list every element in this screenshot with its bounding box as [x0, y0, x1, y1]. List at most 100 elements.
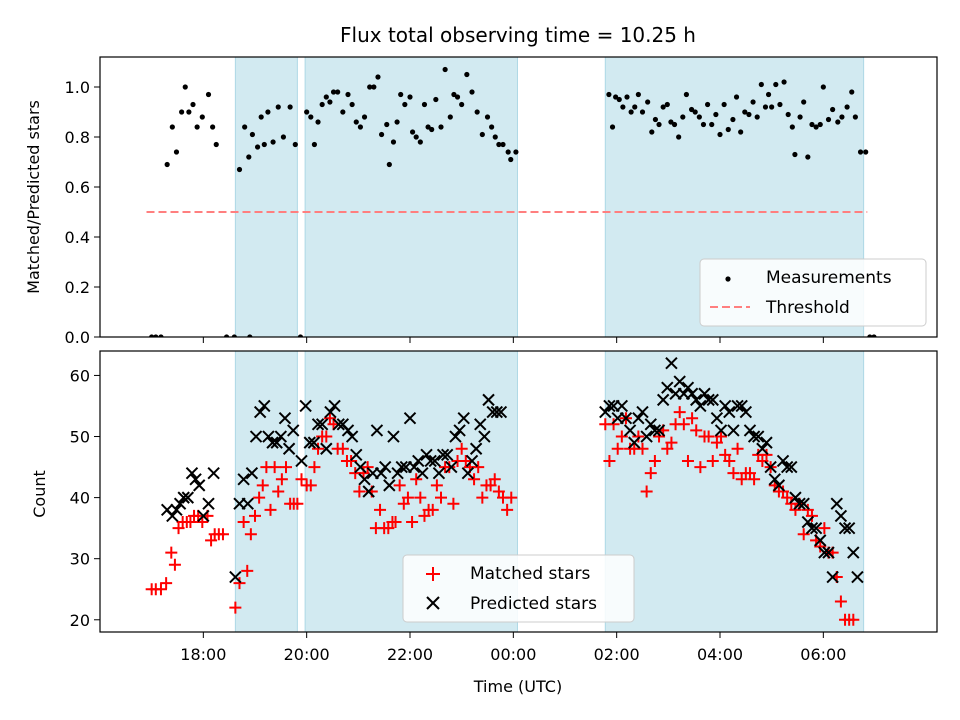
matched-stars-point-47: [345, 454, 358, 467]
predicted-stars-point-47: [378, 460, 392, 474]
matched-stars-point-125: [756, 454, 769, 467]
measurements-point-58: [409, 129, 416, 135]
matched-stars-point-17: [216, 528, 229, 541]
predicted-stars-point-59: [428, 454, 442, 468]
matched-stars-point-19: [233, 577, 246, 590]
xtick-label-3: 00:00: [490, 645, 536, 664]
measurements-point-103: [683, 91, 690, 98]
matched-stars-point-2: [154, 583, 167, 596]
measurements-point-32: [304, 109, 310, 115]
measurements-point-124: [769, 104, 775, 110]
measurements-point-7: [182, 84, 188, 90]
measurements-point-97: [660, 104, 666, 110]
predicted-stars-point-85: [636, 405, 649, 419]
measurements-point-9: [190, 101, 196, 108]
measurements-point-112: [721, 101, 727, 108]
matched-stars-point-95: [632, 430, 645, 443]
predicted-stars-point-14: [237, 473, 250, 486]
matched-stars-point-82: [488, 473, 501, 486]
measurements-point-136: [817, 121, 823, 128]
matched-stars-point-106: [677, 418, 690, 431]
matched-stars-point-29: [272, 485, 285, 498]
matched-stars-point-6: [172, 522, 185, 535]
measurements-point-53: [390, 139, 397, 145]
measurements-point-63: [429, 126, 435, 133]
predicted-stars-point-113: [752, 430, 765, 443]
matched-stars-point-72: [447, 497, 460, 510]
matched-stars-point-88: [603, 454, 616, 467]
xtick-label-0: 18:00: [180, 645, 226, 664]
matched-stars-point-117: [723, 454, 736, 467]
matched-stars-point-118: [727, 467, 740, 480]
predicted-stars-point-32: [315, 418, 329, 431]
predicted-stars-point-15: [241, 497, 254, 510]
matched-stars-point-65: [418, 509, 431, 522]
top-ytick-label-3: 0.6: [65, 178, 90, 197]
top-ytick-label-2: 0.4: [65, 228, 90, 247]
predicted-stars-point-29: [303, 436, 316, 449]
measurements-point-117: [742, 109, 748, 115]
predicted-stars-point-96: [681, 381, 695, 394]
measurements-point-128: [785, 111, 791, 118]
xtick-label-6: 06:00: [800, 645, 846, 664]
measurements-point-88: [624, 94, 630, 100]
top-ytick-label-1: 0.2: [65, 278, 90, 297]
predicted-stars-point-110: [739, 405, 753, 419]
measurements-point-86: [616, 96, 622, 103]
measurements-point-31: [297, 334, 304, 337]
legend-predicted-label: Predicted stars: [470, 594, 597, 614]
predicted-stars-point-99: [694, 399, 707, 413]
measurements-point-52: [386, 161, 392, 168]
measurements-point-77: [492, 134, 498, 140]
predicted-stars-point-6: [185, 466, 199, 480]
matched-stars-point-22: [244, 528, 257, 541]
predicted-stars-point-71: [478, 430, 491, 443]
predicted-stars-point-23: [274, 430, 288, 443]
predicted-stars-point-124: [797, 497, 810, 510]
legend-bottom-frame: [402, 554, 635, 623]
matched-stars-point-135: [797, 528, 810, 541]
legend-top: Measurements Threshold: [699, 258, 927, 327]
predicted-stars-point-84: [632, 411, 645, 425]
measurements-point-68: [451, 91, 457, 98]
matched-stars-point-25: [256, 479, 269, 492]
measurements-point-5: [173, 149, 180, 155]
measurements-point-134: [809, 121, 815, 128]
predicted-stars-point-76: [599, 405, 612, 419]
predicted-stars-point-120: [780, 460, 794, 474]
matched-stars-point-4: [165, 546, 178, 559]
measurements-point-139: [830, 106, 836, 113]
matched-stars-point-9: [184, 516, 197, 529]
measurements-point-59: [413, 134, 419, 140]
matched-stars-point-14: [205, 534, 218, 547]
measurements-point-82: [513, 149, 519, 155]
matched-stars-point-119: [731, 442, 744, 455]
top-observing-window-0: [234, 56, 298, 338]
measurements-point-40: [335, 89, 341, 95]
predicted-stars-point-109: [735, 399, 748, 413]
measurements-point-34: [311, 141, 318, 148]
top-observing-window-1: [304, 56, 518, 338]
legend-measurements-label: Measurements: [766, 268, 892, 288]
measurements-point-14: [213, 141, 219, 148]
matched-stars-point-140: [818, 522, 831, 535]
top-ylabel: Matched/Predicted stars: [24, 100, 43, 294]
matched-stars-point-54: [374, 503, 387, 516]
predicted-stars-point-70: [474, 418, 487, 431]
legend-matched-label: Matched stars: [470, 564, 590, 584]
predicted-stars-point-111: [743, 424, 757, 437]
matched-stars-point-114: [710, 436, 723, 449]
predicted-stars-point-56: [416, 466, 429, 480]
measurements-point-85: [613, 94, 619, 100]
measurements-point-71: [464, 71, 470, 78]
predicted-stars-point-50: [391, 466, 404, 480]
matched-stars-point-23: [249, 509, 261, 522]
matched-stars-point-68: [430, 479, 443, 492]
matched-stars-point-116: [719, 448, 732, 461]
measurements-point-3: [164, 161, 170, 168]
matched-stars-point-96: [636, 442, 649, 455]
matched-stars-point-97: [640, 485, 653, 498]
measurements-point-25: [265, 109, 271, 115]
top-ytick-label-0: 0.0: [65, 328, 90, 347]
matched-stars-point-28: [268, 461, 281, 474]
